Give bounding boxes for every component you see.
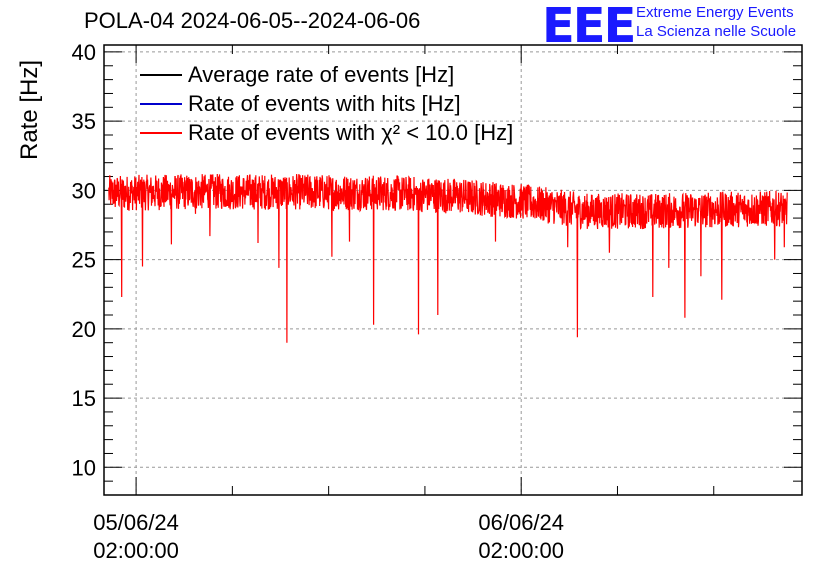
legend-swatch-hits [140,102,182,105]
y-tick-label: 25 [72,248,96,273]
y-tick-label: 35 [72,109,96,134]
legend-swatch-average [140,73,182,76]
legend-label-chi2: Rate of events with χ² < 10.0 [Hz] [188,119,514,145]
logo-caption-line2: La Scienza nelle Scuole [636,23,797,40]
series-line-chi2 [108,173,788,343]
x-tick-label-time: 02:00:00 [478,538,564,563]
y-tick-label: 40 [72,40,96,65]
legend-item-chi2: Rate of events with χ² < 10.0 [Hz] [140,118,513,147]
legend-item-average: Average rate of events [Hz] [140,60,513,89]
chart-legend: Average rate of events [Hz] Rate of even… [140,60,513,147]
x-tick-label-time: 02:00:00 [93,538,179,563]
x-tick-label-date: 06/06/24 [478,510,564,535]
legend-item-hits: Rate of events with hits [Hz] [140,89,513,118]
x-tick-label-date: 05/06/24 [93,510,179,535]
legend-label-average: Average rate of events [Hz] [188,61,455,87]
chart-title: POLA-04 2024-06-05--2024-06-06 [84,8,421,33]
y-tick-label: 10 [72,455,96,480]
y-tick-label: 15 [72,386,96,411]
legend-swatch-chi2 [140,131,182,134]
y-tick-label: 30 [72,178,96,203]
logo-caption: Extreme Energy Events La Scienza nelle S… [636,3,796,41]
logo-caption-line1: Extreme Energy Events [636,4,794,21]
legend-label-hits: Rate of events with hits [Hz] [188,90,461,116]
y-tick-label: 20 [72,317,96,342]
plot-frame [103,44,803,496]
